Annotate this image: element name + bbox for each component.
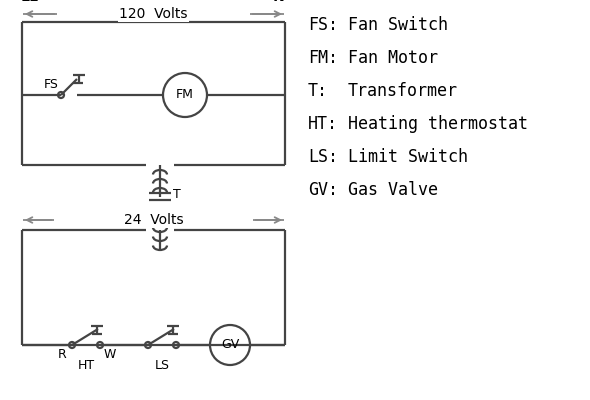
Text: Fan Switch: Fan Switch bbox=[348, 16, 448, 34]
Text: R: R bbox=[58, 348, 66, 361]
Text: GV: GV bbox=[221, 338, 239, 352]
Text: FM:: FM: bbox=[308, 49, 338, 67]
Text: Fan Motor: Fan Motor bbox=[348, 49, 438, 67]
Text: HT:: HT: bbox=[308, 115, 338, 133]
Text: L1: L1 bbox=[22, 0, 41, 4]
Text: LS: LS bbox=[155, 359, 169, 372]
Text: FM: FM bbox=[176, 88, 194, 102]
Text: LS:: LS: bbox=[308, 148, 338, 166]
Text: FS: FS bbox=[44, 78, 59, 91]
Text: Limit Switch: Limit Switch bbox=[348, 148, 468, 166]
Text: FS:: FS: bbox=[308, 16, 338, 34]
Text: Heating thermostat: Heating thermostat bbox=[348, 115, 528, 133]
Text: T: T bbox=[173, 188, 181, 202]
Text: T:: T: bbox=[308, 82, 328, 100]
Text: GV:: GV: bbox=[308, 181, 338, 199]
Text: Transformer: Transformer bbox=[348, 82, 458, 100]
Text: 24  Volts: 24 Volts bbox=[124, 213, 183, 227]
Text: HT: HT bbox=[77, 359, 94, 372]
Text: 120  Volts: 120 Volts bbox=[119, 7, 188, 21]
Text: N: N bbox=[273, 0, 285, 4]
Text: W: W bbox=[104, 348, 116, 361]
Text: Gas Valve: Gas Valve bbox=[348, 181, 438, 199]
